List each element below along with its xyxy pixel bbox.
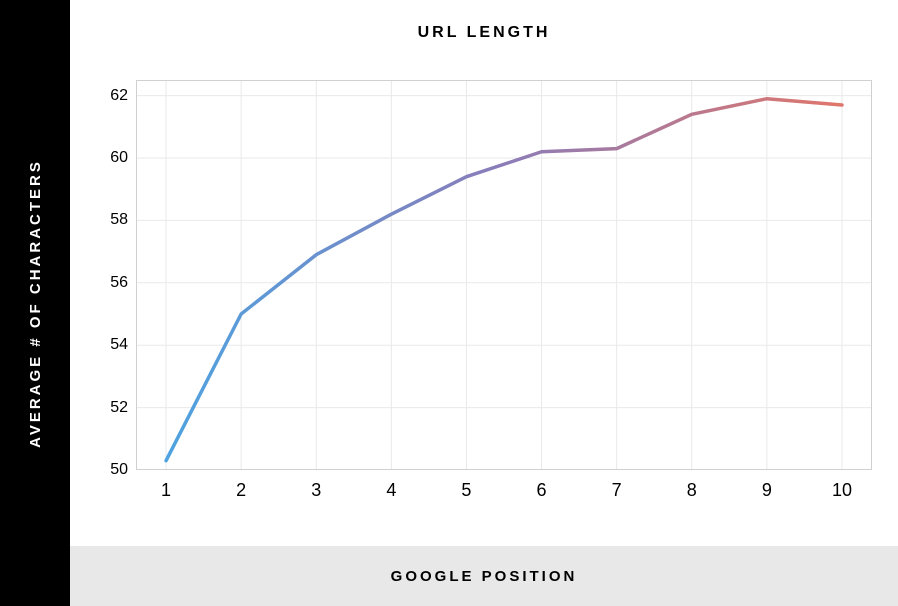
x-axis-label: GOOGLE POSITION <box>391 568 578 585</box>
chart-svg <box>136 80 872 470</box>
y-tick-label: 62 <box>110 87 128 105</box>
y-axis-label: AVERAGE # OF CHARACTERS <box>27 159 44 448</box>
x-tick-label: 9 <box>762 480 772 501</box>
x-tick-label: 6 <box>537 480 547 501</box>
x-tick-label: 3 <box>311 480 321 501</box>
y-tick-label: 60 <box>110 149 128 167</box>
y-tick-label: 56 <box>110 274 128 292</box>
plot-area: 5052545658606212345678910 <box>136 80 872 470</box>
chart-title: URL LENGTH <box>70 24 898 42</box>
x-tick-label: 10 <box>832 480 852 501</box>
x-tick-label: 5 <box>461 480 471 501</box>
y-tick-label: 50 <box>110 461 128 479</box>
chart-frame: AVERAGE # OF CHARACTERS URL LENGTH 50525… <box>0 0 898 606</box>
x-axis-band: GOOGLE POSITION <box>70 546 898 606</box>
x-tick-label: 1 <box>161 480 171 501</box>
y-axis-label-wrap: AVERAGE # OF CHARACTERS <box>0 0 70 606</box>
y-tick-label: 58 <box>110 211 128 229</box>
x-tick-label: 4 <box>386 480 396 501</box>
x-tick-label: 2 <box>236 480 246 501</box>
x-tick-label: 8 <box>687 480 697 501</box>
x-tick-label: 7 <box>612 480 622 501</box>
y-tick-label: 52 <box>110 399 128 417</box>
y-tick-label: 54 <box>110 336 128 354</box>
